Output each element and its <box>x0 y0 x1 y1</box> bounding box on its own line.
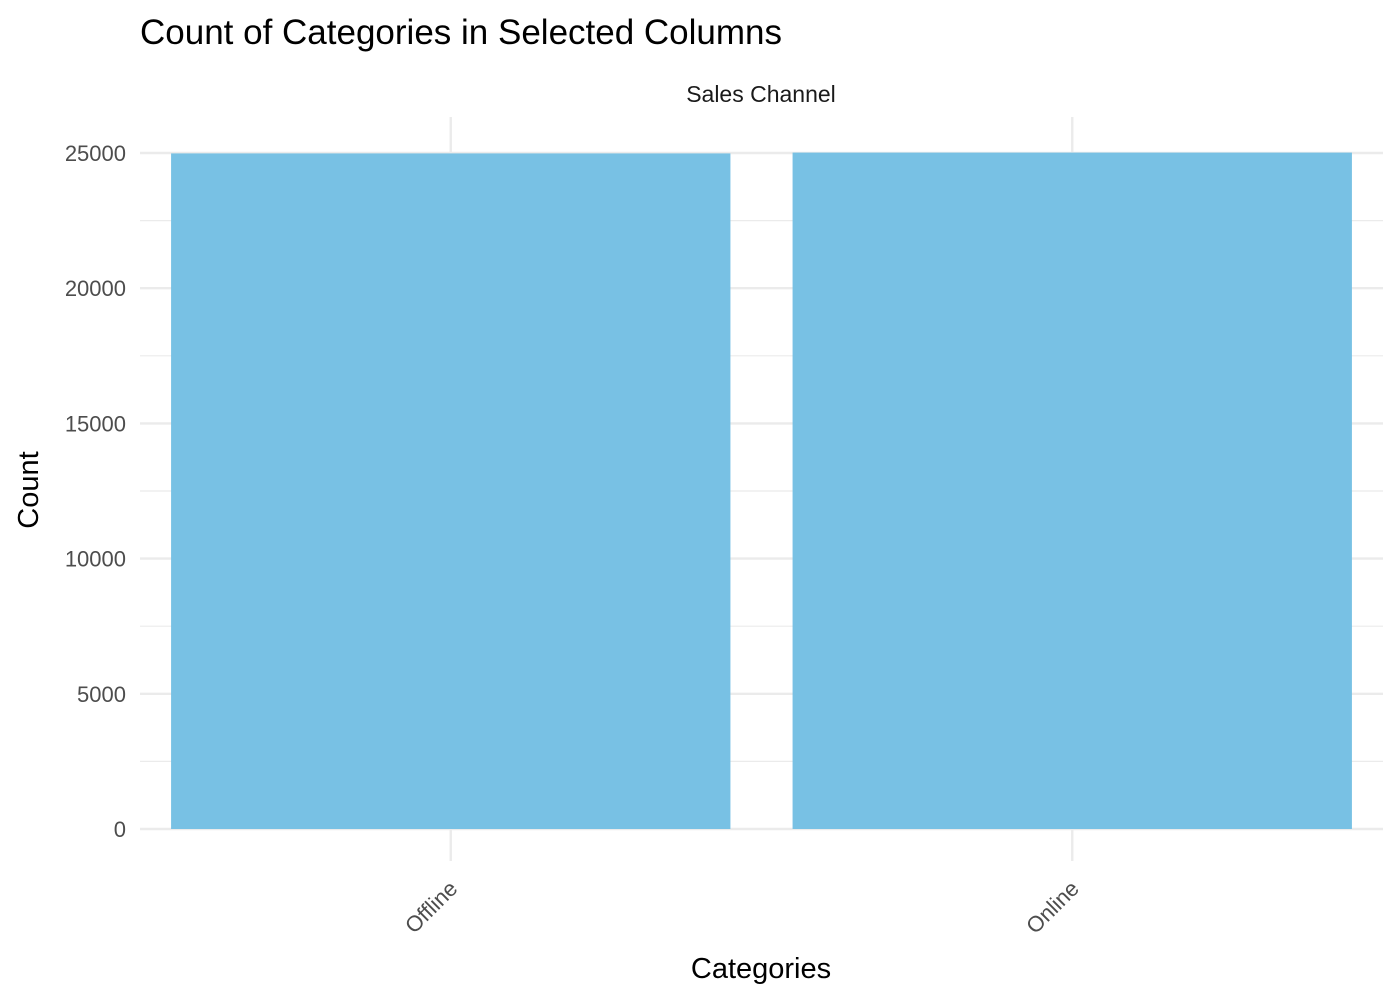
y-tick-label: 15000 <box>65 411 126 436</box>
y-tick-label: 25000 <box>65 141 126 166</box>
y-tick-label: 0 <box>114 817 126 842</box>
x-axis-title: Categories <box>691 953 831 985</box>
y-tick-label: 5000 <box>77 682 126 707</box>
bars <box>171 152 1352 830</box>
y-axis-ticks: 0 5000 10000 15000 20000 25000 <box>65 141 126 842</box>
bar-online <box>792 152 1352 829</box>
y-tick-label: 10000 <box>65 547 126 572</box>
y-axis-title: Count <box>13 451 45 528</box>
chart-title: Count of Categories in Selected Columns <box>140 13 782 52</box>
y-tick-label: 20000 <box>65 276 126 301</box>
facet-strip-label: Sales Channel <box>686 81 836 107</box>
bar-offline <box>171 153 731 830</box>
